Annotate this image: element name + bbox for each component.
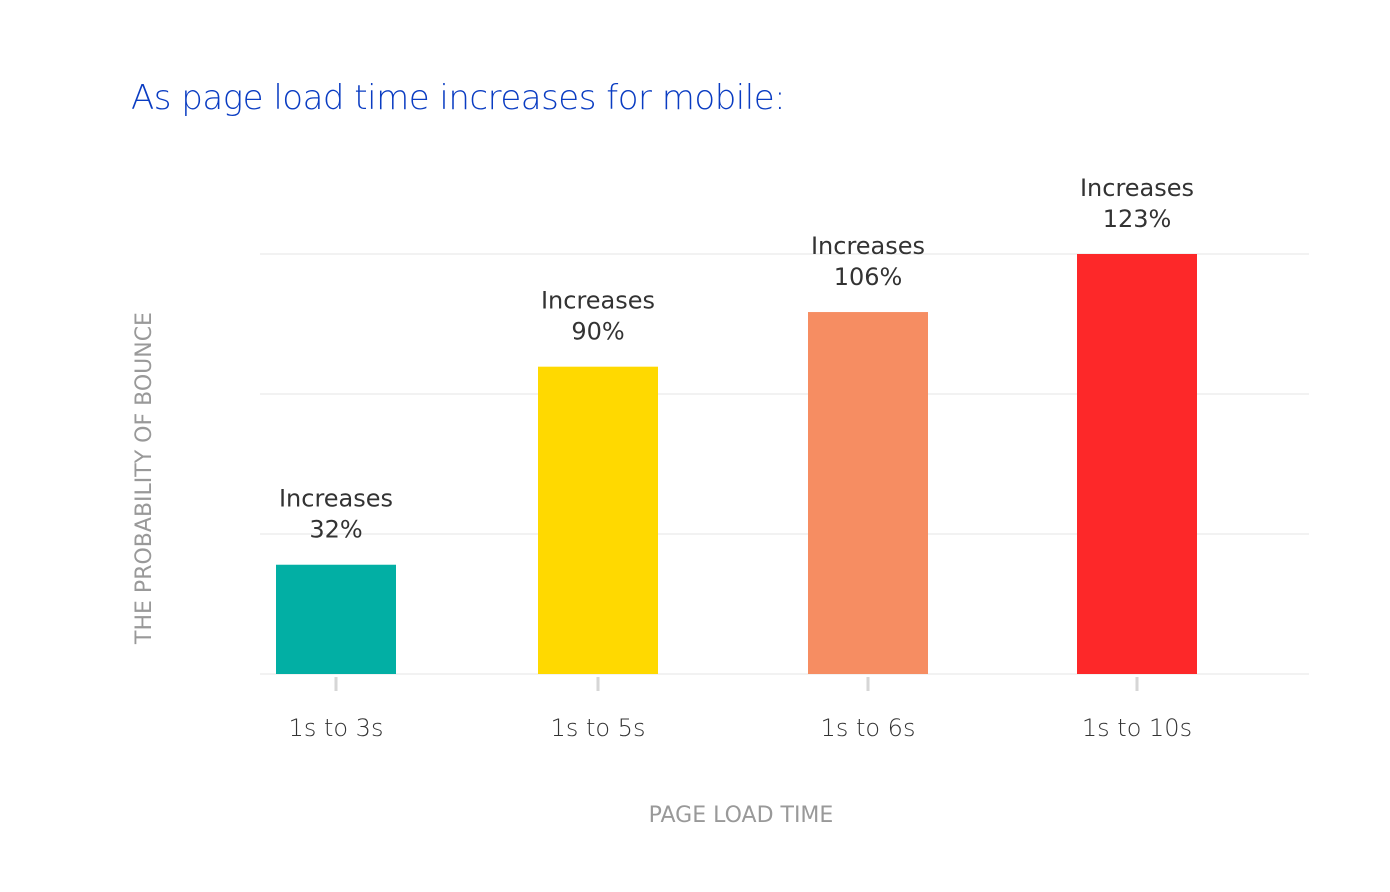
data-label-value: 123% (1103, 205, 1172, 233)
bar-1s-to-3s (276, 564, 396, 674)
data-label-value: 32% (309, 516, 362, 544)
data-label-value: 90% (571, 318, 624, 346)
x-tick-label: 1s to 10s (1082, 714, 1192, 742)
x-tick-label: 1s to 6s (821, 714, 916, 742)
x-tick-label: 1s to 5s (551, 714, 646, 742)
y-axis-label: THE PROBABILITY OF BOUNCE (132, 312, 157, 645)
x-tick-label: 1s to 3s (289, 714, 384, 742)
x-axis-label: PAGE LOAD TIME (649, 803, 834, 828)
bar-1s-to-10s (1077, 254, 1197, 674)
data-label-line1: Increases (1080, 174, 1194, 202)
bar-1s-to-5s (538, 366, 658, 674)
bar-1s-to-6s (808, 312, 928, 674)
data-label-value: 106% (834, 263, 903, 291)
data-label-line1: Increases (279, 485, 393, 513)
data-label-line1: Increases (811, 232, 925, 260)
data-label-line1: Increases (541, 287, 655, 315)
chart-title: As page load time increases for mobile: (131, 78, 786, 118)
